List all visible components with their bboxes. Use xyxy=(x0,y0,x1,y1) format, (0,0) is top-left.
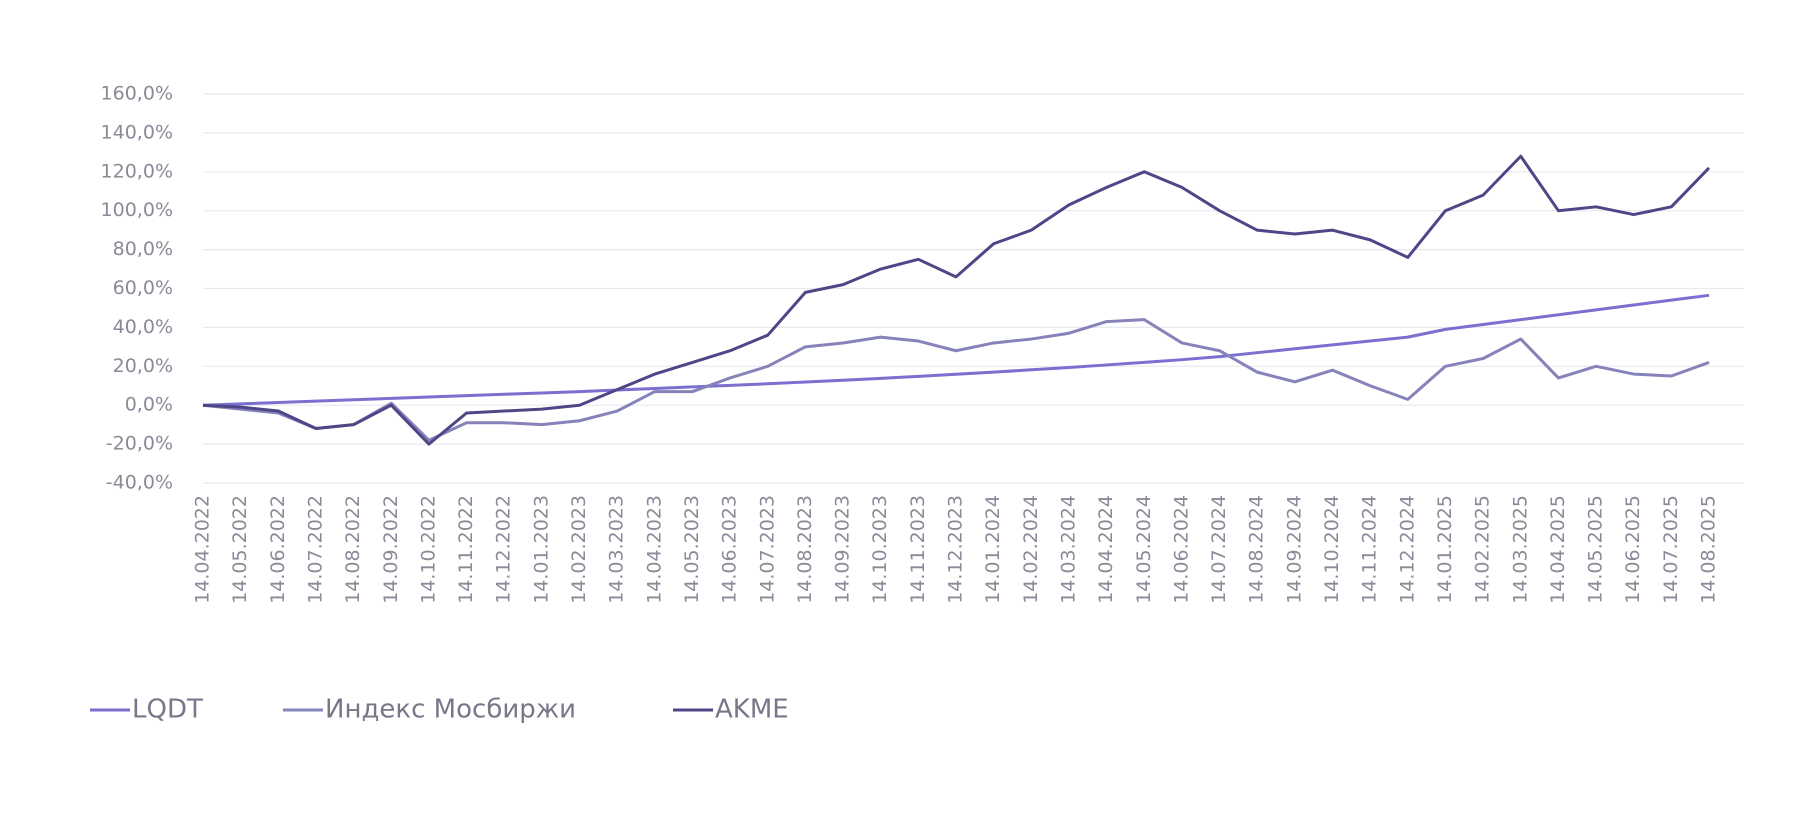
x-tick-label: 14.10.2022 xyxy=(417,495,439,604)
series-line xyxy=(202,318,1710,442)
legend-label: LQDT xyxy=(132,695,203,725)
x-tick-label: 14.01.2024 xyxy=(982,495,1004,604)
y-tick-label: 160,0% xyxy=(101,83,173,105)
y-tick-label: 80,0% xyxy=(113,238,173,260)
x-tick-label: 14.04.2025 xyxy=(1547,495,1569,604)
x-tick-label: 14.06.2022 xyxy=(267,495,289,604)
x-tick-label: 14.12.2022 xyxy=(493,495,515,604)
x-tick-label: 14.10.2024 xyxy=(1321,495,1343,604)
x-tick-label: 14.05.2022 xyxy=(229,495,251,604)
x-tick-label: 14.10.2023 xyxy=(869,495,891,604)
series-line xyxy=(202,154,1711,446)
y-tick-label: 120,0% xyxy=(101,160,173,182)
x-tick-label: 14.04.2024 xyxy=(1095,495,1117,604)
x-tick-label: 14.07.2023 xyxy=(756,495,778,604)
y-tick-label: 40,0% xyxy=(113,316,173,338)
x-tick-label: 14.12.2024 xyxy=(1396,495,1418,604)
x-tick-label: 14.11.2023 xyxy=(907,495,929,604)
x-tick-label: 14.08.2023 xyxy=(794,495,816,604)
y-tick-label: 60,0% xyxy=(113,277,173,299)
series-line xyxy=(202,293,1710,407)
x-tick-label: 14.07.2022 xyxy=(304,495,326,604)
y-tick-label: -40,0% xyxy=(106,472,173,494)
y-tick-label: 0,0% xyxy=(125,394,173,416)
x-tick-label: 14.09.2024 xyxy=(1283,495,1305,604)
x-tick-label: 14.01.2023 xyxy=(530,495,552,604)
x-tick-label: 14.04.2022 xyxy=(192,495,214,604)
x-tick-label: 14.06.2023 xyxy=(719,495,741,604)
x-tick-label: 14.12.2023 xyxy=(945,495,967,604)
x-tick-label: 14.05.2025 xyxy=(1585,495,1607,604)
x-tick-label: 14.03.2024 xyxy=(1057,495,1079,604)
legend-label: AKME xyxy=(715,695,789,725)
x-tick-label: 14.01.2025 xyxy=(1434,495,1456,604)
x-tick-label: 14.11.2024 xyxy=(1359,495,1381,604)
x-tick-label: 14.07.2025 xyxy=(1660,495,1682,604)
y-tick-label: -20,0% xyxy=(106,433,173,455)
x-tick-label: 14.03.2023 xyxy=(606,495,628,604)
x-tick-label: 14.08.2022 xyxy=(342,495,364,604)
x-tick-label: 14.09.2023 xyxy=(832,495,854,604)
x-tick-label: 14.02.2024 xyxy=(1020,495,1042,604)
x-tick-label: 14.02.2025 xyxy=(1472,495,1494,604)
x-tick-label: 14.06.2025 xyxy=(1622,495,1644,604)
x-tick-label: 14.07.2024 xyxy=(1208,495,1230,604)
x-tick-label: 14.08.2024 xyxy=(1246,495,1268,604)
x-tick-label: 14.03.2025 xyxy=(1509,495,1531,604)
y-tick-label: 100,0% xyxy=(101,199,173,221)
y-tick-label: 140,0% xyxy=(101,121,173,143)
legend-label: Индекс Мосбиржи xyxy=(325,695,576,725)
x-tick-label: 14.04.2023 xyxy=(643,495,665,604)
x-tick-label: 14.06.2024 xyxy=(1170,495,1192,604)
x-tick-label: 14.05.2023 xyxy=(681,495,703,604)
x-tick-label: 14.05.2024 xyxy=(1133,495,1155,604)
y-tick-label: 20,0% xyxy=(113,355,173,377)
x-tick-label: 14.11.2022 xyxy=(455,495,477,604)
x-tick-label: 14.09.2022 xyxy=(380,495,402,604)
x-tick-label: 14.08.2025 xyxy=(1698,495,1720,604)
x-tick-label: 14.02.2023 xyxy=(568,495,590,604)
